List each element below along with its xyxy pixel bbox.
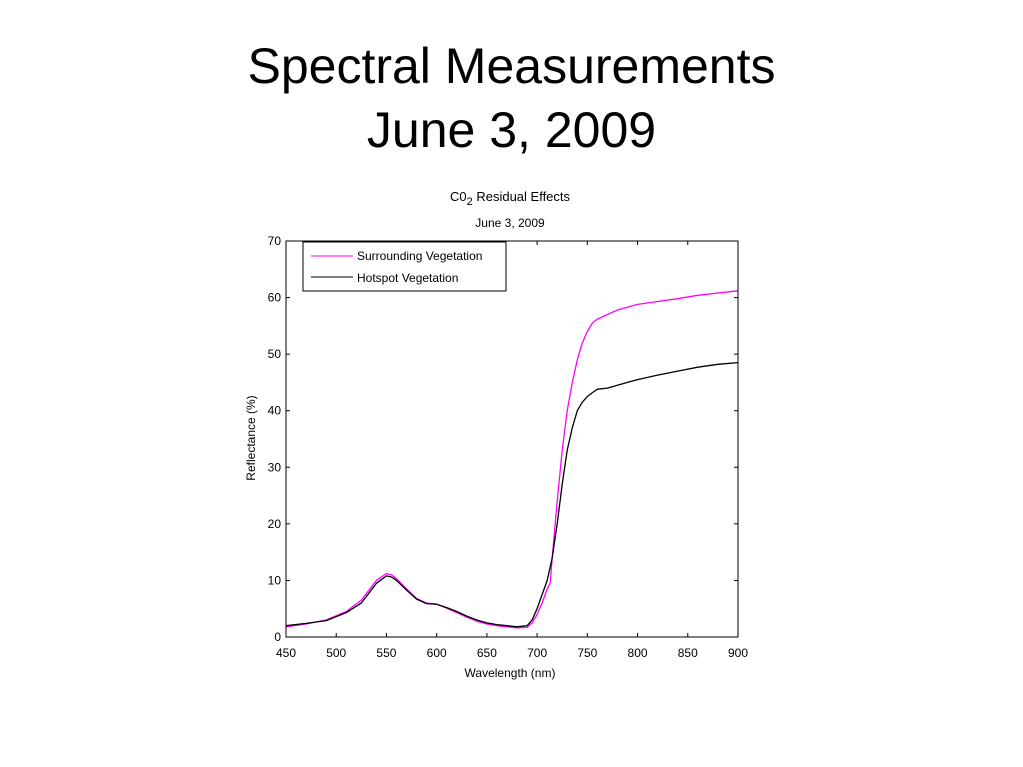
- x-tick-label: 850: [678, 646, 698, 660]
- x-axis-label: Wavelength (nm): [465, 666, 556, 680]
- y-tick-label: 30: [268, 460, 282, 474]
- chart-title: C02 Residual Effects: [450, 189, 571, 208]
- x-tick-label: 800: [628, 646, 648, 660]
- y-tick-label: 40: [268, 404, 282, 418]
- legend: Surrounding Vegetation Hotspot Vegetatio…: [302, 241, 507, 292]
- x-tick-label: 550: [376, 646, 396, 660]
- y-tick-label: 70: [268, 234, 282, 248]
- y-tick-label: 60: [268, 291, 282, 305]
- x-tick-label: 450: [276, 646, 296, 660]
- x-tick-label: 750: [577, 646, 597, 660]
- y-tick-label: 0: [274, 630, 281, 644]
- plot-frame: [285, 240, 739, 638]
- chart-title-main: C0: [450, 189, 467, 204]
- chart-subtitle: June 3, 2009: [475, 216, 545, 230]
- series-layer: [285, 290, 739, 629]
- legend-label-surrounding: Surrounding Vegetation: [357, 249, 482, 263]
- slide-title-line1: Spectral Measurements: [247, 38, 776, 94]
- series-line-1: [285, 361, 739, 628]
- x-tick-label: 500: [326, 646, 346, 660]
- y-tick-label: 20: [268, 517, 282, 531]
- x-tick-label: 600: [427, 646, 447, 660]
- slide-title-line2: June 3, 2009: [366, 102, 657, 158]
- chart-title-subscript: 2: [467, 196, 473, 208]
- x-tick-label: 900: [728, 646, 748, 660]
- legend-label-hotspot: Hotspot Vegetation: [357, 271, 458, 285]
- y-tick-label: 50: [268, 347, 282, 361]
- series-line-0: [285, 290, 739, 629]
- y-tick-label: 10: [268, 573, 282, 587]
- chart-title-rest: Residual Effects: [473, 189, 571, 204]
- legend-box: [302, 241, 507, 292]
- x-tick-label: 700: [527, 646, 547, 660]
- y-axis-label: Reflectance (%): [244, 395, 258, 480]
- axes-layer: 450 500 550 600 650 700 750 800 850 900 0 10 20 30 40 5…: [268, 234, 749, 660]
- x-tick-label: 650: [477, 646, 497, 660]
